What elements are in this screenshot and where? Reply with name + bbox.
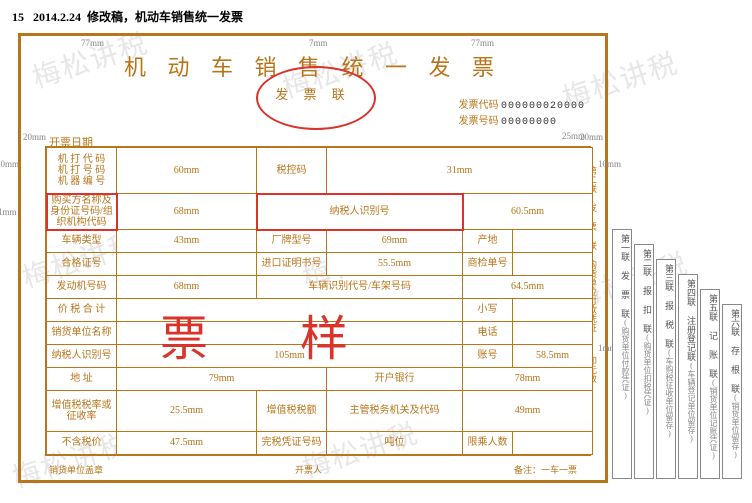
cell-val: 25.5mm	[117, 390, 257, 431]
cell: 小写	[463, 298, 513, 321]
tab-title: 第六联 存 根 联	[730, 309, 740, 393]
cell-val: 69mm	[327, 230, 463, 253]
tab-4: 第四联 注册登记联(车辆登记单位留存)	[678, 274, 698, 479]
num-value: 00000000	[501, 117, 557, 128]
cell-val: 60.5mm	[463, 194, 593, 230]
tab-sub: (购货单位扣税凭证)	[643, 333, 652, 415]
code-label: 发票代码	[458, 100, 498, 111]
cell-val: 49mm	[463, 390, 593, 431]
cell-val: 68mm	[117, 194, 257, 230]
bot-issuer: 开票人	[295, 463, 322, 476]
cell: 完税凭证号码	[257, 431, 327, 454]
cell: 价 税 合 计	[47, 298, 117, 321]
cell: 增值税税率或征收率	[47, 390, 117, 431]
cell: 合格证号	[47, 252, 117, 275]
cell-val: 47.5mm	[117, 431, 257, 454]
tab-title: 第一联 发 票 联	[620, 234, 630, 318]
tab-sub: (车购税征收单位留存)	[665, 348, 674, 438]
code-block: 发票代码 000000020000 发票号码 00000000 25mm	[458, 98, 585, 144]
cell-val: 55.5mm	[327, 252, 463, 275]
cell-val: 105mm	[117, 344, 463, 367]
cell: 产地	[463, 230, 513, 253]
cell: 发动机号码	[47, 275, 117, 298]
tab-title: 第三联 报 税 联	[664, 264, 674, 348]
tab-3: 第三联 报 税 联(车购税征收单位留存)	[656, 259, 676, 479]
cell-val: 60mm	[117, 148, 257, 194]
cell-val	[117, 298, 463, 321]
cell-val	[117, 321, 463, 344]
cell: 车辆类型	[47, 230, 117, 253]
tab-sub: (销货单位留存)	[731, 393, 740, 459]
invoice-outer-frame: 77mm 7mm 77mm 20mm 20mm 机 动 车 销 售 统 一 发 …	[18, 33, 608, 483]
invoice-grid: 机 打 代 码 机 打 号 码 机 器 编 号 60mm 税控码 31mm 购买…	[45, 146, 591, 456]
cell: 厂牌型号	[257, 230, 327, 253]
lbl: 机 打 号 码	[49, 165, 114, 176]
cell: 不含税价	[47, 431, 117, 454]
cell: 账号	[463, 344, 513, 367]
tab-5: 第五联 记 账 联(销货单位记账凭证)	[700, 289, 720, 479]
cell: 开户银行	[327, 367, 463, 390]
lbl: 机 器 编 号	[49, 176, 114, 187]
code-value: 000000020000	[501, 101, 585, 112]
dim-label: 25mm	[458, 130, 585, 144]
bot-note: 备注：一车一票	[514, 463, 577, 476]
cell: 进口证明书号	[257, 252, 327, 275]
cell: 增值税税额	[257, 390, 327, 431]
cell-buyer-redbox: 购买方名称及身份证号码/组织机构代码	[47, 194, 117, 230]
cell-val	[117, 252, 257, 275]
cell: 商检单号	[463, 252, 513, 275]
cell: 吨位	[327, 431, 463, 454]
dim-label: 77mm	[81, 38, 104, 48]
dim-label: 7mm	[309, 38, 328, 48]
cell: 限乘人数	[463, 431, 513, 454]
cell-val	[513, 321, 593, 344]
tab-2: 第二联 报 扣 联(购货单位扣税凭证)	[634, 244, 654, 479]
cell-taxid-redbox: 纳税人识别号	[257, 194, 463, 230]
cell-val: 64.5mm	[463, 275, 593, 298]
cell-val: 58.5mm	[513, 344, 593, 367]
tab-title: 第二联 报 扣 联	[642, 249, 652, 333]
dim-label: 10mm	[598, 159, 621, 169]
header-note: 修改稿，机动车销售统一发票	[87, 10, 243, 24]
stamp-oval	[256, 66, 376, 130]
tab-sub: (销货单位记账凭证)	[709, 378, 718, 460]
cell-val: 68mm	[117, 275, 257, 298]
cell-val	[513, 298, 593, 321]
cell-val	[513, 230, 593, 253]
dim-label: 20mm	[23, 132, 46, 142]
tab-title: 第四联 注册登记联	[686, 279, 696, 361]
union-tabs: 第一联 发 票 联(购货单位付款凭证) 第二联 报 扣 联(购货单位扣税凭证) …	[612, 229, 742, 479]
dim-label: 77mm	[471, 38, 494, 48]
dim-label: 10mm	[0, 159, 19, 169]
cell: 地 址	[47, 367, 117, 390]
cell: 销货单位名称	[47, 321, 117, 344]
cell-val: 43mm	[117, 230, 257, 253]
dim-label: 1mm	[0, 207, 17, 217]
main-wrap: 梅松讲税 梅松讲税 梅松讲税 梅松讲税 梅松讲税 梅松讲税 梅松讲税 梅松讲税 …	[0, 29, 752, 493]
cell-taxcode: 税控码	[257, 148, 327, 194]
tab-6: 第六联 存 根 联(销货单位留存)	[722, 304, 742, 479]
doc-header: 15 2014.2.24 修改稿，机动车销售统一发票	[0, 0, 752, 29]
cell: 主管税务机关及代码	[327, 390, 463, 431]
cell-val: 78mm	[463, 367, 593, 390]
cell-machine-codes: 机 打 代 码 机 打 号 码 机 器 编 号	[47, 148, 117, 194]
grid-table: 机 打 代 码 机 打 号 码 机 器 编 号 60mm 税控码 31mm 购买…	[46, 147, 593, 455]
lbl: 机 打 代 码	[49, 154, 114, 165]
cell: 电话	[463, 321, 513, 344]
num-label: 发票号码	[458, 116, 498, 127]
tab-sub: (购货单位付款凭证)	[621, 318, 630, 400]
cell-val: 31mm	[327, 148, 593, 194]
cell-val	[513, 252, 593, 275]
tab-sub: (车辆登记单位留存)	[687, 361, 696, 443]
cell-val	[513, 431, 593, 454]
header-date: 2014.2.24	[33, 10, 81, 24]
cell: 车辆识别代号/车架号码	[257, 275, 463, 298]
bot-stamp: 销货单位盖章	[49, 463, 103, 476]
cell-val: 79mm	[117, 367, 327, 390]
tab-1: 第一联 发 票 联(购货单位付款凭证)	[612, 229, 632, 479]
header-index: 15	[12, 10, 24, 24]
tab-title: 第五联 记 账 联	[708, 294, 718, 378]
cell: 纳税人识别号	[47, 344, 117, 367]
bottom-row: 销货单位盖章 开票人 备注：一车一票	[49, 463, 577, 476]
